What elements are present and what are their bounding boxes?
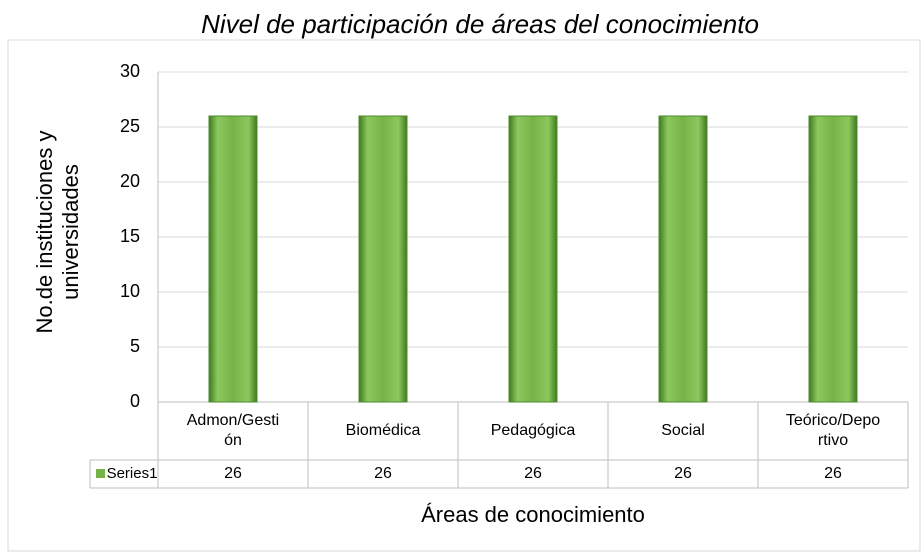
x-tick-label-text: Pedagógica [490, 422, 576, 439]
y-tick-label: 10 [120, 281, 140, 301]
table-value: 26 [308, 460, 458, 488]
table-value-text: 26 [824, 465, 842, 482]
legend-label: Series1 [106, 460, 158, 488]
table-value-text: 26 [674, 465, 692, 482]
table-value-text: 26 [524, 465, 542, 482]
x-tick-label-text: Social [661, 422, 705, 439]
chart-border [7, 39, 921, 552]
legend-label-text: Series1 [106, 465, 158, 482]
y-tick-label: 5 [130, 336, 140, 356]
table-value: 26 [158, 460, 308, 488]
table-value-text: 26 [224, 465, 242, 482]
legend-swatch [96, 469, 105, 478]
y-tick-label: 0 [130, 391, 140, 411]
chart-title: Nivel de participación de áreas del cono… [201, 9, 759, 39]
y-axis-title: No.de instituciones y universidades [32, 130, 83, 334]
table-value: 26 [458, 460, 608, 488]
bar [208, 115, 258, 403]
y-tick-label: 25 [120, 116, 140, 136]
x-tick-label: Pedagógica [458, 402, 608, 460]
x-tick-label: Social [608, 402, 758, 460]
x-tick-label-text: Biomédica [345, 422, 421, 439]
bar [358, 115, 408, 403]
x-tick-label: Teórico/Deportivo [758, 402, 908, 460]
y-tick-label: 20 [120, 171, 140, 191]
bar [658, 115, 708, 403]
x-tick-label: Admon/Gestión [158, 402, 308, 460]
table-value: 26 [608, 460, 758, 488]
bar [508, 115, 558, 403]
x-tick-label-text: Admon/Gestión [186, 412, 280, 449]
y-tick-label: 15 [120, 226, 140, 246]
x-tick-label: Biomédica [308, 402, 458, 460]
bar [808, 115, 858, 403]
table-value: 26 [758, 460, 908, 488]
table-value-text: 26 [374, 465, 392, 482]
x-tick-label-text: Teórico/Deportivo [785, 412, 881, 449]
y-tick-label: 30 [120, 61, 140, 81]
x-axis-title: Áreas de conocimiento [421, 502, 645, 527]
